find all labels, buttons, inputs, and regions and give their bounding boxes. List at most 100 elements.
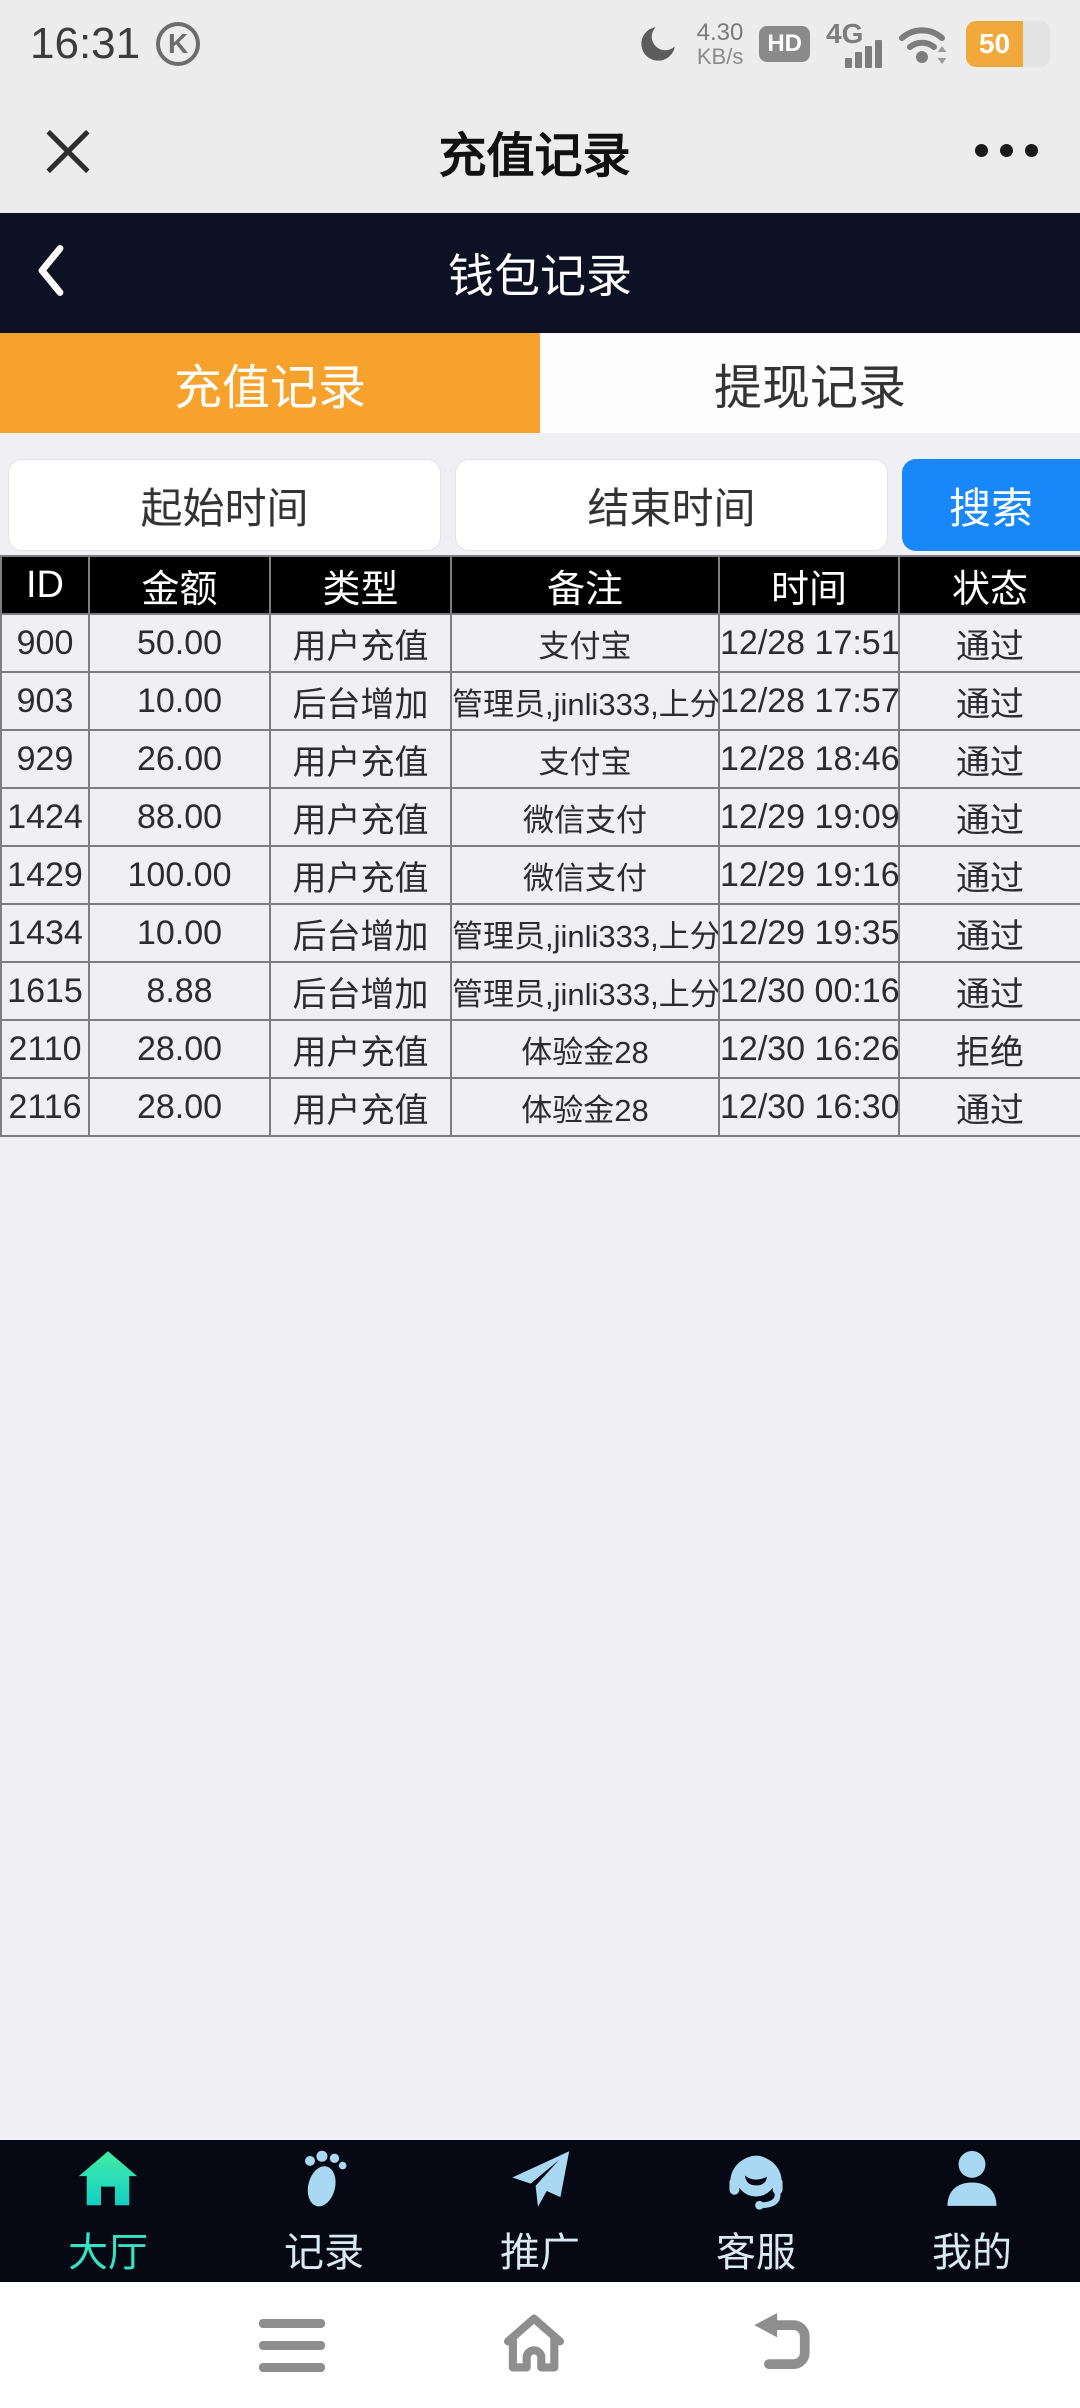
battery-icon: 50 xyxy=(966,21,1050,67)
table-row: 1434 10.00 后台增加 管理员,jinli333,上分 12/29 19:35 通… xyxy=(0,903,1080,963)
nav-item-hall[interactable]: 大厅 xyxy=(0,2140,216,2282)
bottom-nav: 大厅 记录 推广 客服 我的 xyxy=(0,2140,1080,2282)
table-cell: 管理员,jinli333,上分 xyxy=(450,671,720,731)
col-id: ID xyxy=(0,555,90,615)
table-cell: 通过 xyxy=(898,1077,1080,1137)
table-row: 2116 28.00 用户充值 体验金28 12/30 16:30 通过 xyxy=(0,1077,1080,1137)
table-row: 900 50.00 用户充值 支付宝 12/28 17:51 通过 xyxy=(0,613,1080,673)
search-button[interactable]: 搜索 xyxy=(902,459,1080,551)
headset-icon xyxy=(729,2155,783,2210)
table-cell: 1434 xyxy=(0,903,90,963)
table-cell: 10.00 xyxy=(88,671,271,731)
table-cell: 管理员,jinli333,上分 xyxy=(450,961,720,1021)
clock: 16:31 xyxy=(30,19,141,68)
back-icon[interactable] xyxy=(34,243,68,304)
nav-item-service[interactable]: 客服 xyxy=(648,2140,864,2282)
table-cell: 12/30 16:26 xyxy=(718,1019,900,1079)
table-header: ID 金额 类型 备注 时间 状态 xyxy=(0,555,1080,615)
table-cell: 用户充值 xyxy=(269,1019,452,1079)
table-cell: 12/29 19:16 xyxy=(718,845,900,905)
status-bar: 16:31 K 4.30 KB/s HD 4G 50 xyxy=(0,0,1080,88)
table-cell: 通过 xyxy=(898,787,1080,847)
footprint-icon xyxy=(305,2150,347,2207)
table-cell: 通过 xyxy=(898,961,1080,1021)
nav-item-mine[interactable]: 我的 xyxy=(864,2140,1080,2282)
table-cell: 2116 xyxy=(0,1077,90,1137)
table-cell: 26.00 xyxy=(88,729,271,789)
record-tabs: 充值记录 提现记录 xyxy=(0,333,1080,433)
recents-menu-icon[interactable] xyxy=(259,2318,325,2372)
wifi-icon xyxy=(898,22,950,66)
night-mode-icon xyxy=(635,21,681,67)
table-cell: 用户充值 xyxy=(269,613,452,673)
table-row: 929 26.00 用户充值 支付宝 12/28 18:46 通过 xyxy=(0,729,1080,789)
col-status: 状态 xyxy=(898,555,1080,615)
table-cell: 2110 xyxy=(0,1019,90,1079)
android-home-icon[interactable] xyxy=(495,2308,573,2383)
table-cell: 后台增加 xyxy=(269,671,452,731)
table-cell: 微信支付 xyxy=(450,787,720,847)
nav-item-promotion[interactable]: 推广 xyxy=(432,2140,648,2282)
paper-plane-icon xyxy=(512,2151,570,2207)
battery-level: 50 xyxy=(966,21,1024,67)
records-table: ID 金额 类型 备注 时间 状态 900 50.00 用户充值 支付宝 12/28 1… xyxy=(0,555,1080,1137)
table-cell: 12/28 17:57 xyxy=(718,671,900,731)
table-row: 2110 28.00 用户充值 体验金28 12/30 16:26 拒绝 xyxy=(0,1019,1080,1079)
content-background xyxy=(0,1137,1080,2140)
table-cell: 12/30 00:16 xyxy=(718,961,900,1021)
table-cell: 支付宝 xyxy=(450,729,720,789)
end-time-picker[interactable]: 结束时间 xyxy=(455,459,888,551)
table-cell: 后台增加 xyxy=(269,903,452,963)
col-remark: 备注 xyxy=(450,555,720,615)
table-cell: 体验金28 xyxy=(450,1019,720,1079)
table-cell: 10.00 xyxy=(88,903,271,963)
table-cell: 100.00 xyxy=(88,845,271,905)
home-icon xyxy=(78,2151,138,2206)
table-cell: 拒绝 xyxy=(898,1019,1080,1079)
col-amount: 金额 xyxy=(88,555,271,615)
more-menu-icon[interactable] xyxy=(974,144,1038,157)
table-cell: 用户充值 xyxy=(269,729,452,789)
table-cell: 28.00 xyxy=(88,1077,271,1137)
table-cell: 通过 xyxy=(898,903,1080,963)
table-cell: 通过 xyxy=(898,729,1080,789)
table-cell: 管理员,jinli333,上分 xyxy=(450,903,720,963)
wallet-title: 钱包记录 xyxy=(448,250,632,302)
table-cell: 900 xyxy=(0,613,90,673)
table-cell: 通过 xyxy=(898,845,1080,905)
tab-recharge-records[interactable]: 充值记录 xyxy=(0,333,540,433)
col-time: 时间 xyxy=(718,555,900,615)
hd-icon: HD xyxy=(759,26,810,62)
wallet-header: 钱包记录 xyxy=(0,213,1080,333)
table-cell: 体验金28 xyxy=(450,1077,720,1137)
close-icon[interactable] xyxy=(42,125,94,177)
table-cell: 1424 xyxy=(0,787,90,847)
table-cell: 后台增加 xyxy=(269,961,452,1021)
android-back-icon[interactable] xyxy=(743,2308,821,2383)
signal-4g-icon: 4G xyxy=(826,18,882,70)
android-nav-bar xyxy=(0,2282,1080,2408)
person-icon xyxy=(947,2151,997,2206)
k-circle-icon: K xyxy=(156,22,201,66)
table-cell: 支付宝 xyxy=(450,613,720,673)
table-cell: 用户充值 xyxy=(269,845,452,905)
tab-withdraw-records[interactable]: 提现记录 xyxy=(540,333,1080,433)
table-row: 1424 88.00 用户充值 微信支付 12/29 19:09 通过 xyxy=(0,787,1080,847)
table-cell: 1429 xyxy=(0,845,90,905)
table-cell: 微信支付 xyxy=(450,845,720,905)
table-cell: 50.00 xyxy=(88,613,271,673)
col-type: 类型 xyxy=(269,555,452,615)
table-cell: 12/28 18:46 xyxy=(718,729,900,789)
nav-item-records[interactable]: 记录 xyxy=(216,2140,432,2282)
filter-row: 起始时间 结束时间 搜索 xyxy=(0,459,1080,551)
table-cell: 12/30 16:30 xyxy=(718,1077,900,1137)
table-cell: 929 xyxy=(0,729,90,789)
network-speed: 4.30 KB/s xyxy=(696,18,744,70)
table-row: 1429 100.00 用户充值 微信支付 12/29 19:16 通过 xyxy=(0,845,1080,905)
table-row: 1615 8.88 后台增加 管理员,jinli333,上分 12/30 00:16 通过 xyxy=(0,961,1080,1021)
start-time-picker[interactable]: 起始时间 xyxy=(8,459,441,551)
table-cell: 8.88 xyxy=(88,961,271,1021)
table-cell: 1615 xyxy=(0,961,90,1021)
table-cell: 用户充值 xyxy=(269,1077,452,1137)
table-cell: 903 xyxy=(0,671,90,731)
